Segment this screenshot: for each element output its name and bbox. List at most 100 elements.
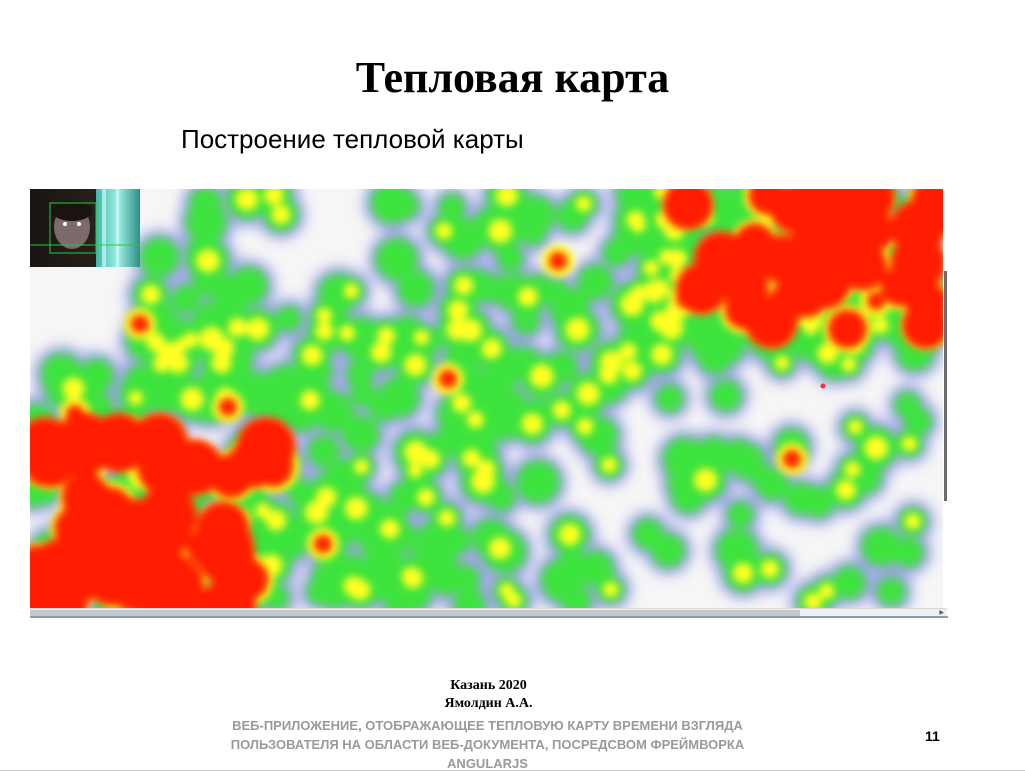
heat-spot-red	[219, 398, 237, 416]
scroll-right-arrow-icon[interactable]: ▶	[939, 609, 944, 616]
heat-spot-red	[912, 191, 948, 237]
heat-spot-yellow	[370, 342, 392, 363]
heat-spot-yellow	[438, 509, 456, 527]
heat-spot-mid	[345, 359, 374, 388]
heat-spot-mid	[750, 464, 778, 492]
heat-spot-yellow	[146, 332, 166, 352]
heat-spot-mid	[394, 319, 431, 356]
heat-spot-yellow	[459, 319, 482, 342]
heat-spot-yellow	[620, 292, 645, 317]
heat-spot-yellow	[650, 310, 672, 332]
footer-city-year: Казань 2020	[450, 678, 527, 693]
heat-spot-yellow	[819, 583, 835, 599]
heat-spot-mid	[876, 577, 906, 607]
heat-spot-yellow	[841, 357, 857, 372]
heat-spot-yellow	[62, 377, 85, 400]
heat-spot-mid	[861, 526, 902, 567]
heat-spot-yellow	[246, 317, 270, 341]
heatmap-image	[30, 189, 948, 618]
heat-spot-yellow	[619, 342, 637, 361]
heat-spot-yellow	[435, 222, 453, 240]
heat-spot-red	[100, 498, 161, 559]
heat-spot-yellow	[265, 510, 287, 531]
heat-spot-mid	[655, 384, 684, 413]
heat-spot-yellow	[481, 338, 502, 359]
heat-spot-red	[662, 189, 714, 230]
bottom-rule	[0, 770, 1025, 771]
heat-spot-mid	[802, 485, 835, 519]
heat-spot-mid	[793, 334, 821, 362]
heat-spot-mid	[139, 237, 180, 278]
heat-spot-red	[84, 550, 141, 607]
heat-spot-yellow	[495, 189, 518, 207]
gaze-point	[820, 383, 826, 389]
heat-spot-yellow	[447, 300, 469, 321]
heat-spot-yellow	[380, 519, 400, 539]
heat-spot-yellow	[599, 365, 619, 385]
heat-spot-mid	[451, 564, 481, 594]
heat-spot-yellow	[505, 592, 522, 608]
heat-spot-mid	[577, 264, 614, 301]
heat-spot-yellow	[180, 387, 204, 411]
heat-spot-yellow	[576, 418, 594, 435]
heat-spot-yellow	[470, 469, 496, 494]
heat-spot-yellow	[454, 275, 474, 296]
heat-spot-yellow	[565, 317, 590, 342]
heat-spot-mid	[511, 306, 541, 336]
heat-spot-mid	[497, 282, 527, 312]
heat-spot-yellow	[235, 189, 259, 211]
slide-title: Тепловая карта	[355, 53, 670, 102]
footer-caption-line: ANGULARJS	[447, 756, 528, 771]
heat-spot-red	[905, 280, 948, 324]
heat-spot-yellow	[901, 436, 917, 452]
heat-spot-red	[787, 277, 828, 318]
heat-spot-mid	[185, 201, 228, 243]
heat-spot-red	[756, 234, 806, 284]
heat-spot-yellow	[344, 496, 368, 520]
heat-spot-yellow	[413, 329, 430, 346]
heat-spot-yellow	[904, 513, 921, 530]
heat-spot-mid	[146, 370, 180, 403]
heat-spot-red	[676, 290, 694, 308]
heat-spot-yellow	[529, 364, 554, 388]
heat-spot-yellow	[349, 579, 371, 601]
heat-spot-mid	[687, 328, 719, 359]
heat-spot-mid	[619, 317, 653, 351]
heat-spot-red	[718, 238, 765, 285]
page-number: 11	[925, 728, 940, 744]
heat-spot-yellow	[305, 500, 329, 524]
heat-spot-mid	[378, 376, 420, 419]
heat-spot-yellow	[417, 488, 435, 507]
heat-spot-mid	[832, 565, 867, 600]
heat-spot-yellow	[228, 317, 248, 338]
heat-spot-yellow	[694, 468, 718, 492]
vertical-scrollbar-thumb[interactable]	[944, 271, 947, 501]
heat-spot-mid	[388, 482, 420, 513]
heat-spot-red	[196, 501, 250, 555]
horizontal-scrollbar-thumb[interactable]	[30, 610, 800, 616]
heat-spot-yellow	[402, 567, 424, 589]
heat-spot-yellow	[848, 419, 863, 435]
heat-spot-yellow	[339, 325, 355, 342]
heat-spot-mid	[243, 385, 278, 420]
heat-spot-yellow	[630, 217, 646, 233]
heat-spot-yellow	[774, 355, 790, 371]
heat-spot-mid	[542, 278, 570, 306]
heat-spot-mid	[893, 536, 925, 568]
heat-spot-yellow	[128, 390, 143, 406]
heat-spot-red	[549, 252, 567, 270]
heat-spot-mid	[342, 415, 380, 453]
heat-spot-yellow	[488, 219, 513, 243]
vertical-scrollbar[interactable]	[943, 189, 948, 608]
heat-spot-yellow	[301, 344, 323, 366]
heat-spot-mid	[726, 501, 755, 529]
heat-spot-yellow	[576, 382, 600, 406]
heat-spot-yellow	[377, 326, 396, 345]
heat-spot-mid	[171, 284, 200, 314]
heat-spot-mid	[275, 305, 303, 332]
heat-spot-mid	[350, 380, 377, 408]
slide-subtitle: Построение тепловой карты	[181, 124, 524, 154]
horizontal-scrollbar[interactable]: ▶	[30, 608, 946, 617]
heat-spot-yellow	[196, 249, 220, 273]
heat-spot-red	[209, 454, 254, 498]
